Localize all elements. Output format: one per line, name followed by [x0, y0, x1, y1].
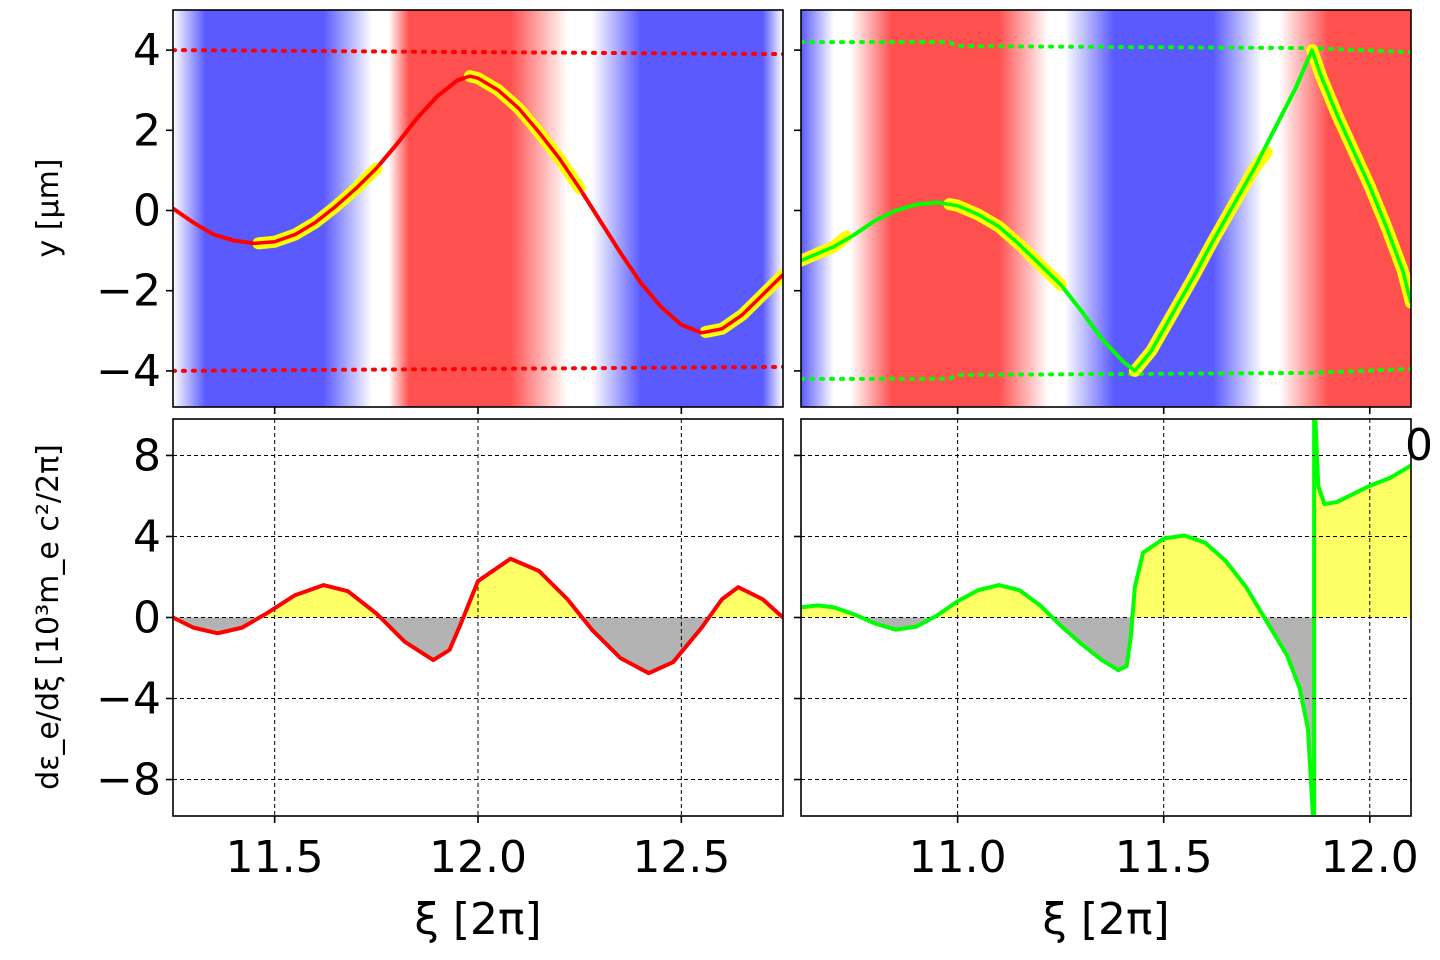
field-background [173, 10, 783, 407]
panel-bottom-right: 11.0 11.5 12.0 [794, 418, 1419, 883]
boundary-line-0 [173, 48, 783, 57]
y-tick-label: −8 [96, 755, 161, 806]
y-tick-label: 2 [133, 105, 161, 156]
y-tick-label: 4 [133, 25, 161, 76]
x-tick-label: 12.0 [429, 832, 527, 883]
panel-top-right [794, 9, 1412, 414]
y-tick-label: 4 [133, 511, 161, 562]
y-axis-label-bottom: dε_e/dξ [10³m_e c²/2π] [31, 444, 66, 790]
y-tick-label: −4 [96, 674, 161, 725]
y-tick-label: −2 [96, 266, 161, 317]
boundary-line-0 [801, 40, 1411, 55]
positive-fill-0 [801, 535, 1313, 618]
boundary-line-1 [173, 364, 783, 373]
axes-frame [800, 9, 1412, 408]
y-tick-label: 8 [133, 430, 161, 481]
boundary-line-1 [801, 366, 1411, 381]
panel-top-left: 4 2 0 −2 −4 [96, 9, 784, 414]
y-axis-label-top: y [μm] [31, 158, 66, 257]
x-tick-label: 12.5 [632, 832, 730, 883]
trajectory-line-2 [801, 48, 1411, 373]
positive-fill-1 [1315, 419, 1411, 618]
x-tick-label: 11.5 [1115, 832, 1213, 883]
trajectory-line-2 [173, 74, 783, 335]
series-line-0 [801, 533, 1315, 816]
series-line-0 [173, 556, 783, 676]
x-tick-label: 12.0 [1321, 832, 1419, 883]
clipped-tick-label: 0 [1405, 420, 1433, 471]
x-axis-label-right: ξ [2π] [1042, 894, 1169, 945]
x-tick-label: 11.5 [226, 832, 324, 883]
y-tick-label: −4 [96, 346, 161, 397]
y-tick-label: 0 [133, 186, 161, 237]
x-tick-label: 11.0 [909, 832, 1007, 883]
y-tick-label: 0 [133, 593, 161, 644]
x-axis-label-left: ξ [2π] [414, 894, 541, 945]
panel-bottom-left: 8 4 0 −4 −8 11.5 12.0 12.5 [96, 418, 784, 883]
series-line-1 [1313, 419, 1411, 507]
negative-fill-0 [173, 617, 783, 674]
